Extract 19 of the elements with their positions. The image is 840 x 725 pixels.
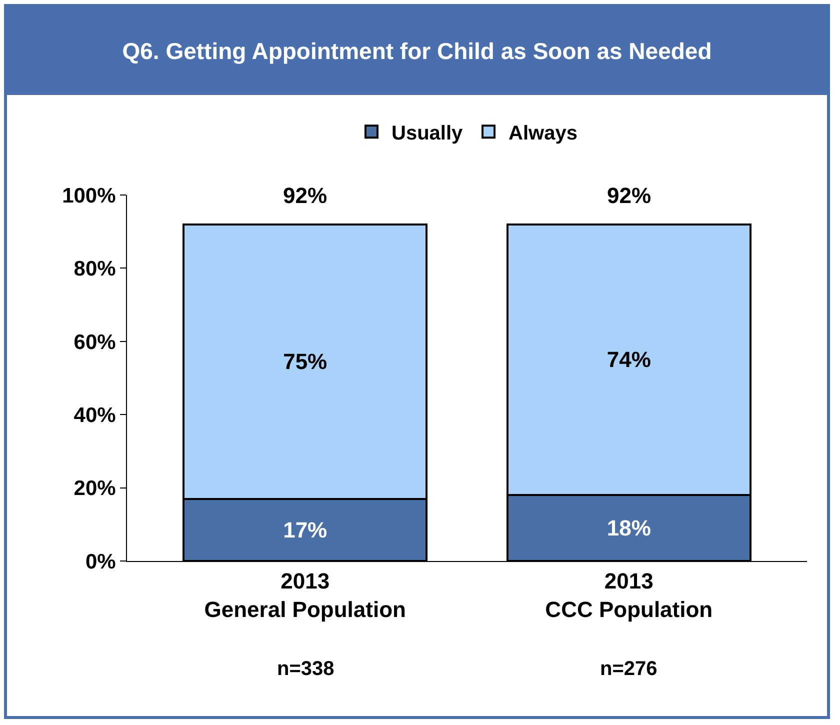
y-tick-label: 40% xyxy=(74,404,116,427)
y-tick-label: 80% xyxy=(74,258,116,281)
data-label: 17% xyxy=(283,517,328,542)
x-tick-label: 2013 General Population xyxy=(204,568,406,622)
data-label: 74% xyxy=(606,347,651,372)
y-tick-label: 100% xyxy=(62,184,116,208)
y-tick-label: 60% xyxy=(74,330,116,354)
chart-title: Q6. Getting Appointment for Child as Soon as Needed xyxy=(7,7,827,95)
total-label: 92% xyxy=(607,183,652,208)
text: n=338 xyxy=(277,658,334,680)
y-tick-label: 20% xyxy=(74,477,116,500)
data-label: 75% xyxy=(283,349,328,374)
legend-label: Always xyxy=(508,122,578,144)
data-label: 18% xyxy=(606,516,651,541)
legend-label: Usually xyxy=(392,122,464,144)
x-tick-label: 2013 CCC Population xyxy=(545,568,713,622)
y-tick-label: 0% xyxy=(85,550,116,574)
text: n=276 xyxy=(600,658,658,680)
total-label: 92% xyxy=(283,183,328,208)
